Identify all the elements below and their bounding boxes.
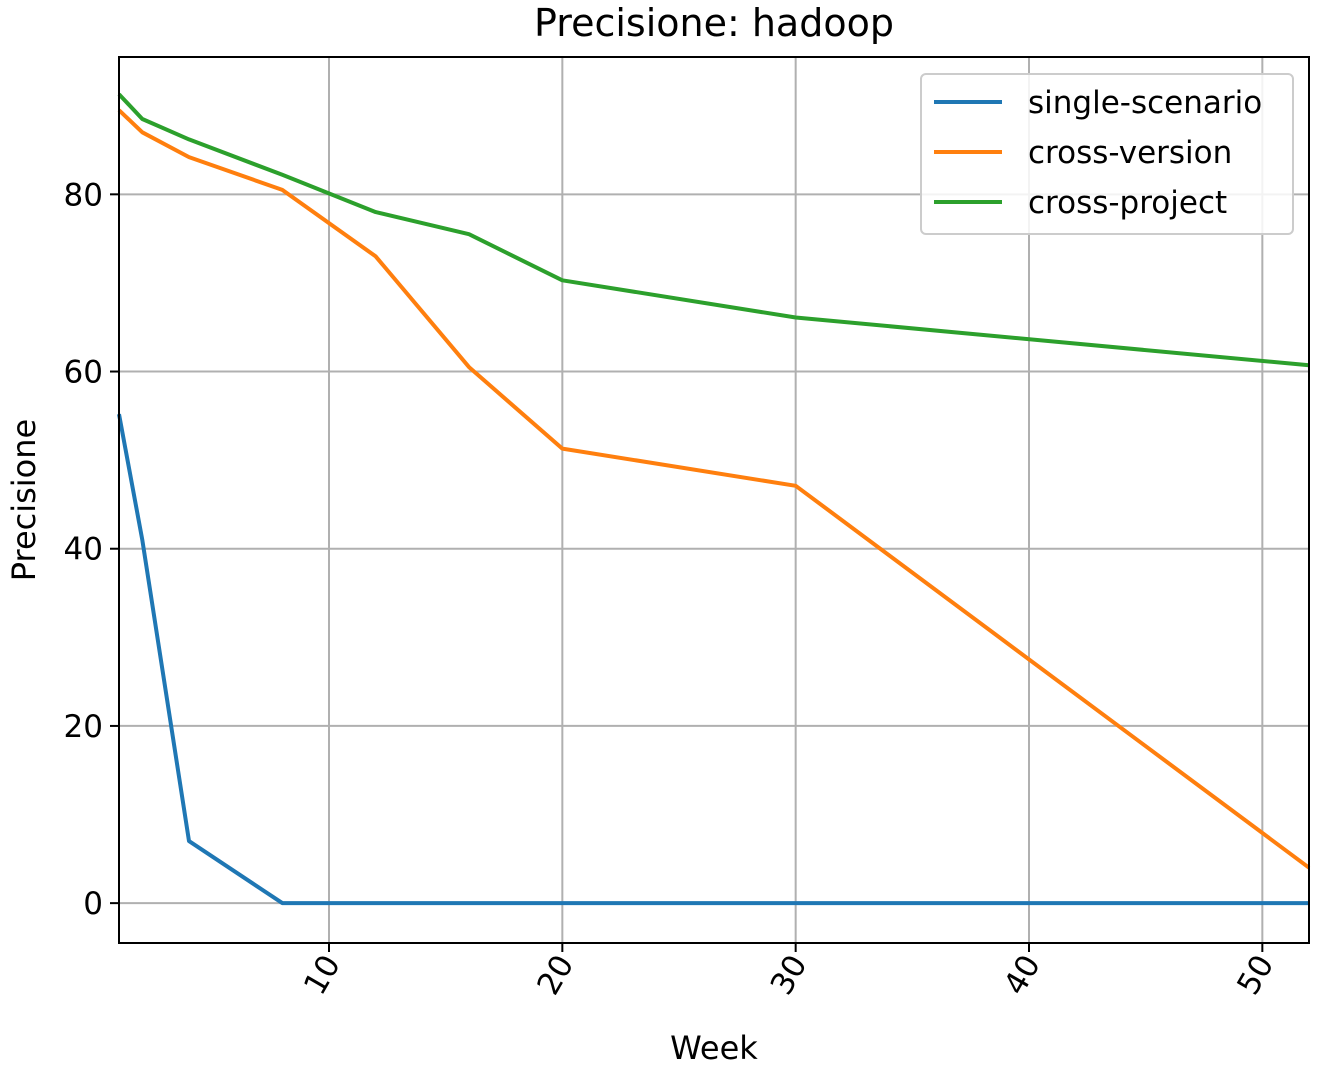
legend-box — [920, 73, 1294, 235]
series-line-cross-project — [117, 92, 1310, 368]
chart-title: Precisione: hadoop — [534, 1, 894, 45]
series-line-cross-version — [117, 108, 1311, 870]
y-tick-label: 0 — [83, 886, 103, 922]
x-axis-label: Week — [670, 1029, 758, 1067]
legend-label-single-scenario: single-scenario — [1028, 85, 1262, 121]
series-line-single-scenario — [117, 413, 1309, 906]
legend-label-cross-project: cross-project — [1028, 185, 1227, 221]
y-tick-label: 60 — [64, 355, 103, 391]
y-tick-label: 80 — [64, 177, 103, 213]
plot-frame — [118, 56, 1310, 944]
legend: single-scenario cross-version cross-projec… — [920, 73, 1294, 235]
y-tick-label: 20 — [64, 709, 103, 745]
legend-label-cross-version: cross-version — [1028, 135, 1232, 171]
y-tick-label: 40 — [64, 532, 103, 568]
y-axis-label: Precisione — [5, 419, 43, 581]
series-layer — [117, 92, 1311, 906]
